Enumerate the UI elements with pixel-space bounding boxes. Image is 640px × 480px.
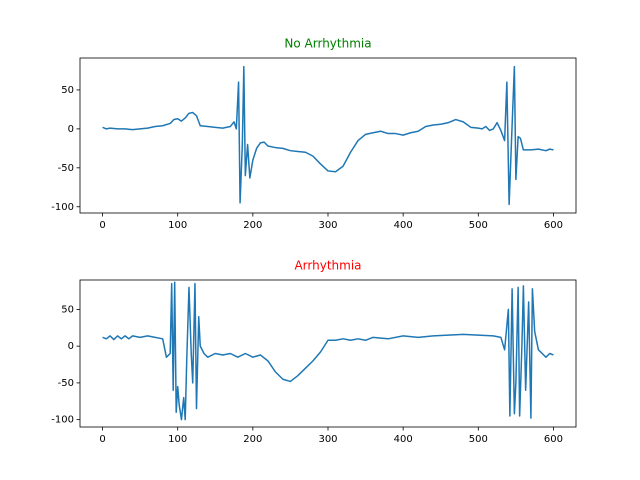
x-tick-label: 100 [168, 220, 187, 231]
y-tick-label: 50 [61, 304, 74, 315]
y-tick-label: -50 [58, 378, 74, 389]
ecg-line [102, 281, 554, 421]
x-tick-label: 600 [544, 434, 563, 445]
x-tick-label: 200 [243, 434, 262, 445]
x-tick-label: 300 [318, 220, 337, 231]
y-tick-label: -100 [51, 202, 74, 213]
x-tick-label: 500 [469, 220, 488, 231]
x-tick-label: 0 [99, 434, 105, 445]
y-tick-label: -50 [58, 163, 74, 174]
y-tick-label: 50 [61, 85, 74, 96]
x-tick-label: 500 [469, 434, 488, 445]
axes-frame [79, 57, 577, 214]
x-tick-label: 0 [99, 220, 105, 231]
x-tick-label: 600 [544, 220, 563, 231]
chart-title: Arrhythmia [294, 259, 361, 273]
y-tick-label: 0 [68, 124, 74, 135]
x-tick-label: 300 [318, 434, 337, 445]
x-tick-label: 400 [394, 434, 413, 445]
axes-frame [79, 279, 577, 428]
y-tick-label: -100 [51, 415, 74, 426]
chart-title: No Arrhythmia [284, 37, 371, 51]
y-tick-label: 0 [68, 341, 74, 352]
ecg-line [102, 65, 554, 206]
x-tick-label: 200 [243, 220, 262, 231]
x-tick-label: 400 [394, 220, 413, 231]
x-tick-label: 100 [168, 434, 187, 445]
